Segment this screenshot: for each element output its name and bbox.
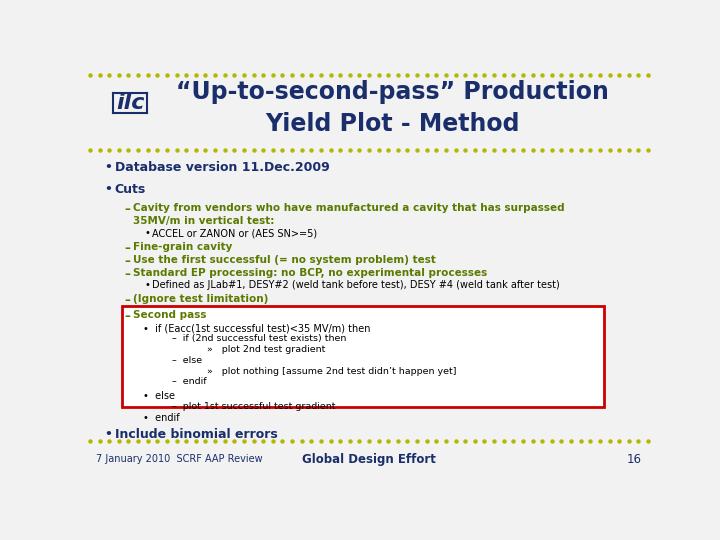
Text: Cuts: Cuts: [114, 183, 146, 195]
Text: –: –: [124, 294, 130, 307]
Text: –  else: – else: [153, 356, 202, 365]
Text: •  else: • else: [143, 392, 175, 401]
Text: Cavity from vendors who have manufactured a cavity that has surpassed: Cavity from vendors who have manufacture…: [133, 202, 565, 213]
Text: 16: 16: [627, 453, 642, 465]
Text: –: –: [124, 255, 130, 268]
Text: Global Design Effort: Global Design Effort: [302, 453, 436, 465]
Text: “Up-to-second-pass” Production: “Up-to-second-pass” Production: [176, 80, 608, 104]
Text: 7 January 2010  SCRF AAP Review: 7 January 2010 SCRF AAP Review: [96, 454, 263, 464]
Text: Include binomial errors: Include binomial errors: [114, 428, 277, 441]
Text: ACCEL or ZANON or (AES SN>=5): ACCEL or ZANON or (AES SN>=5): [152, 228, 317, 238]
Text: •: •: [104, 183, 112, 195]
Text: •  endif: • endif: [143, 413, 179, 423]
Text: –  if (2nd successful test exists) then: – if (2nd successful test exists) then: [153, 334, 346, 343]
Text: •: •: [104, 428, 112, 441]
Text: •: •: [144, 280, 150, 291]
Text: 35MV/m in vertical test:: 35MV/m in vertical test:: [133, 215, 275, 226]
Text: »   plot 2nd test gradient: » plot 2nd test gradient: [168, 345, 325, 354]
Text: (Ignore test limitation): (Ignore test limitation): [133, 294, 269, 304]
Text: –: –: [124, 309, 130, 323]
Text: Fine-grain cavity: Fine-grain cavity: [133, 242, 233, 252]
FancyBboxPatch shape: [122, 306, 604, 408]
Text: •: •: [144, 228, 150, 238]
Text: Second pass: Second pass: [133, 309, 207, 320]
Text: –: –: [124, 242, 130, 255]
Text: Defined as JLab#1, DESY#2 (weld tank before test), DESY #4 (weld tank after test: Defined as JLab#1, DESY#2 (weld tank bef…: [152, 280, 559, 291]
Text: –: –: [124, 202, 130, 215]
Text: –  plot 1st successful test gradient: – plot 1st successful test gradient: [153, 402, 335, 411]
Text: •  if (Eacc(1st successful test)<35 MV/m) then: • if (Eacc(1st successful test)<35 MV/m)…: [143, 323, 370, 334]
Text: –  endif: – endif: [153, 377, 206, 387]
Text: »   plot nothing [assume 2nd test didn’t happen yet]: » plot nothing [assume 2nd test didn’t h…: [168, 367, 456, 376]
Text: Yield Plot - Method: Yield Plot - Method: [265, 112, 520, 136]
Text: ilc: ilc: [116, 93, 145, 113]
Text: Use the first successful (= no system problem) test: Use the first successful (= no system pr…: [133, 255, 436, 265]
Text: –: –: [124, 268, 130, 281]
Text: Standard EP processing: no BCP, no experimental processes: Standard EP processing: no BCP, no exper…: [133, 268, 487, 278]
Text: Database version 11.Dec.2009: Database version 11.Dec.2009: [114, 161, 330, 174]
Text: •: •: [104, 161, 112, 174]
